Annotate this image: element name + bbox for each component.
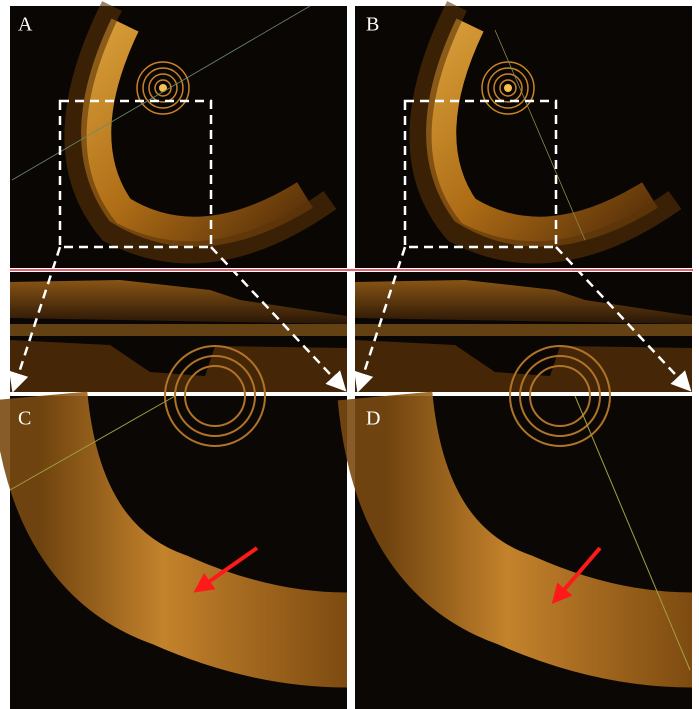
panel-label: B [366,14,379,36]
panel-label: D [366,408,380,430]
figure: A B C D [0,0,699,709]
panel-label: C [18,408,31,430]
catheter-core [504,84,512,92]
panel-label: A [18,14,33,36]
catheter-band [10,324,347,336]
panels [10,6,692,709]
oct-column [10,6,347,709]
catheter-band [355,324,692,336]
catheter-core [159,84,167,92]
oct-column [355,6,692,709]
